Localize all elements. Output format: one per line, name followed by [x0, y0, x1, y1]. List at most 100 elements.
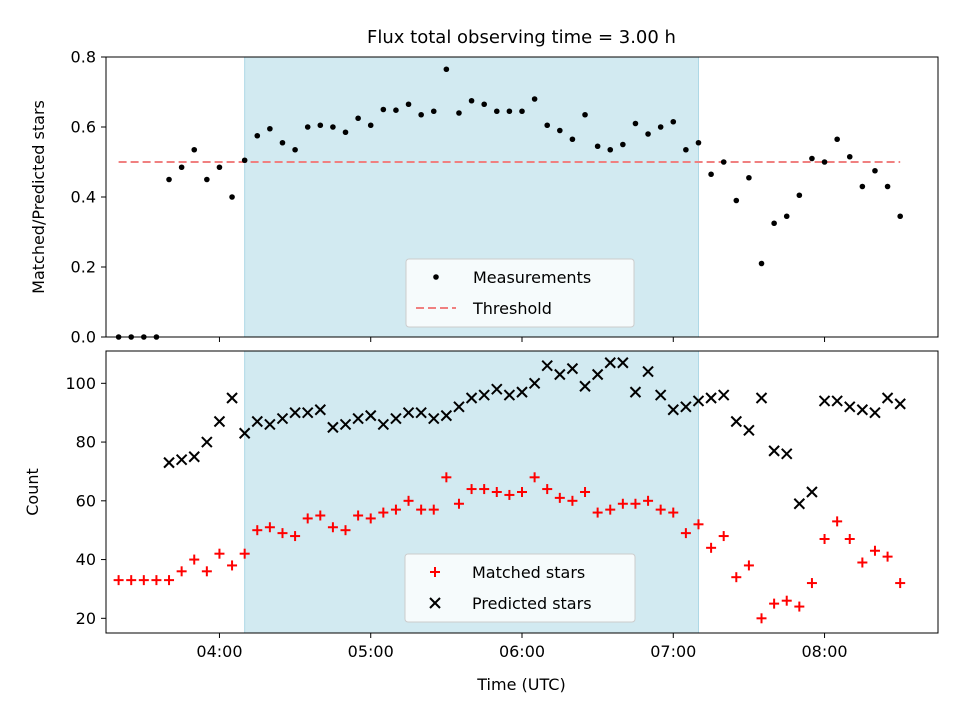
- predicted-star-point: [743, 424, 755, 437]
- measurement-point: [897, 213, 903, 220]
- cross-b: [440, 409, 453, 422]
- predicted-star-point: [289, 406, 301, 419]
- measurement-point: [872, 167, 878, 174]
- cross-b: [264, 418, 276, 431]
- measurement-point: [216, 164, 223, 171]
- measurement-point: [594, 143, 601, 150]
- matched-star-point: [365, 513, 376, 524]
- matched-star-point: [113, 575, 124, 586]
- predicted-star-point: [730, 415, 743, 428]
- cross-b: [579, 380, 591, 392]
- predicted-star-point: [781, 448, 793, 460]
- matched-star-point: [290, 531, 301, 542]
- matched-star-point: [567, 495, 578, 506]
- predicted-star-point: [429, 597, 441, 609]
- measurement-point: [620, 141, 626, 148]
- cross-b: [793, 498, 806, 510]
- predicted-star-point: [768, 445, 780, 457]
- cross-b: [276, 412, 289, 425]
- measurement-point: [695, 139, 702, 146]
- measurement-point: [657, 124, 664, 130]
- matched-star-point: [441, 472, 452, 483]
- y-tick-label: 0.4: [71, 188, 96, 207]
- predicted-star-point: [591, 368, 604, 381]
- y-tick-label: 100: [65, 374, 96, 393]
- matched-star-point: [252, 525, 263, 536]
- matched-star-point: [756, 613, 767, 624]
- measurement-point: [178, 164, 185, 171]
- count-panel: 20 40 60 80 100 04:00 05:00 06:00 07:00 08:00 Co…: [23, 350, 939, 694]
- measurement-point: [191, 146, 198, 153]
- measurement-point: [834, 136, 840, 143]
- matched-star-point: [189, 554, 200, 565]
- measurement-point: [292, 146, 298, 153]
- matched-star-point: [794, 601, 805, 612]
- count-plot-frame: [105, 350, 939, 634]
- matched-star-point: [378, 507, 389, 518]
- predicted-star-point: [415, 406, 427, 419]
- cross-b: [201, 436, 213, 448]
- predicted-star-point: [869, 406, 881, 419]
- count-points: [113, 357, 906, 624]
- y-tick-label: 80: [76, 433, 96, 452]
- cross-b: [768, 445, 780, 457]
- predicted-star-point: [201, 436, 213, 448]
- predicted-star-point: [528, 377, 541, 390]
- matched-star-point: [542, 484, 553, 495]
- measurement-point: [493, 108, 500, 115]
- cross-b: [604, 357, 616, 369]
- matched-star-point: [126, 575, 137, 586]
- measurement-point: [846, 153, 853, 160]
- measurement-point: [342, 129, 349, 136]
- matched-star-point: [353, 510, 364, 521]
- matched-star-point: [340, 525, 351, 536]
- predicted-star-point: [818, 395, 831, 407]
- predicted-star-point: [402, 406, 415, 419]
- cross-b: [428, 412, 440, 425]
- matched-star-point: [164, 575, 175, 586]
- cross-b: [730, 415, 743, 428]
- cross-b: [554, 368, 566, 381]
- cross-b: [781, 448, 793, 460]
- cross-b: [327, 421, 339, 434]
- predicted-star-point: [617, 357, 629, 369]
- matched-star-point: [517, 487, 527, 497]
- measurement-point: [254, 132, 261, 139]
- predicted-star-point: [352, 412, 364, 425]
- count-x-ticks: 04:00 05:00 06:00 07:00 08:00: [196, 633, 848, 661]
- cross-b: [465, 392, 478, 404]
- predicted-star-point: [503, 389, 516, 401]
- matched-star-point: [277, 528, 288, 539]
- cross-b: [163, 456, 175, 469]
- matched-star-point: [201, 566, 212, 577]
- cross-b: [289, 406, 301, 419]
- measurement-points: [115, 66, 903, 340]
- measurement-point: [229, 194, 235, 200]
- matched-star-point: [605, 504, 616, 515]
- ratio-panel: 0.00.20.40.60.8 Matched/Predicted stars …: [29, 48, 939, 347]
- cross-b: [692, 395, 705, 407]
- predicted-star-point: [301, 406, 314, 419]
- predicted-star-point: [831, 395, 843, 407]
- predicted-star-point: [175, 453, 188, 466]
- matched-star-point: [693, 519, 704, 530]
- predicted-star-point: [667, 404, 679, 416]
- cross-b: [429, 597, 441, 609]
- cross-b: [856, 404, 869, 416]
- predicted-star-point: [213, 415, 226, 428]
- matched-star-point: [731, 572, 742, 583]
- predicted-star-point: [339, 418, 352, 431]
- matched-star-point: [832, 516, 843, 527]
- matched-star-point: [718, 531, 729, 542]
- matched-star-point: [504, 489, 515, 500]
- cross-b: [503, 389, 516, 401]
- measurement-point: [733, 197, 740, 204]
- cross-b: [188, 451, 200, 463]
- count-y-ticks: 20 40 60 80 100: [65, 374, 106, 628]
- cross-b: [352, 412, 364, 425]
- measurement-point: [519, 108, 525, 115]
- measurement-point: [456, 110, 462, 116]
- predicted-star-point: [377, 418, 390, 431]
- predicted-star-point: [642, 365, 654, 378]
- measurement-point: [267, 125, 273, 132]
